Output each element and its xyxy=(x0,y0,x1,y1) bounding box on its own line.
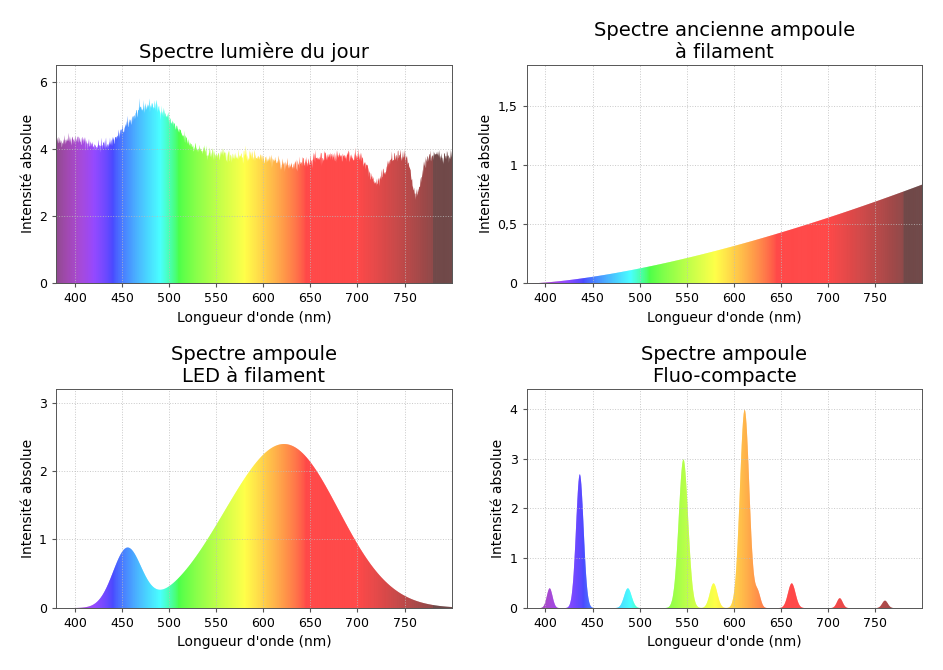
X-axis label: Longueur d'onde (nm): Longueur d'onde (nm) xyxy=(176,311,331,324)
X-axis label: Longueur d'onde (nm): Longueur d'onde (nm) xyxy=(647,311,802,324)
Title: Spectre ampoule
LED à filament: Spectre ampoule LED à filament xyxy=(171,346,337,387)
Y-axis label: Intensité absolue: Intensité absolue xyxy=(491,439,505,558)
X-axis label: Longueur d'onde (nm): Longueur d'onde (nm) xyxy=(176,635,331,649)
Title: Spectre ampoule
Fluo-compacte: Spectre ampoule Fluo-compacte xyxy=(641,346,807,387)
Y-axis label: Intensité absolue: Intensité absolue xyxy=(479,115,493,233)
Y-axis label: Intensité absolue: Intensité absolue xyxy=(21,115,35,233)
X-axis label: Longueur d'onde (nm): Longueur d'onde (nm) xyxy=(647,635,802,649)
Title: Spectre ancienne ampoule
à filament: Spectre ancienne ampoule à filament xyxy=(594,21,855,62)
Y-axis label: Intensité absolue: Intensité absolue xyxy=(21,439,35,558)
Title: Spectre lumière du jour: Spectre lumière du jour xyxy=(139,42,369,62)
